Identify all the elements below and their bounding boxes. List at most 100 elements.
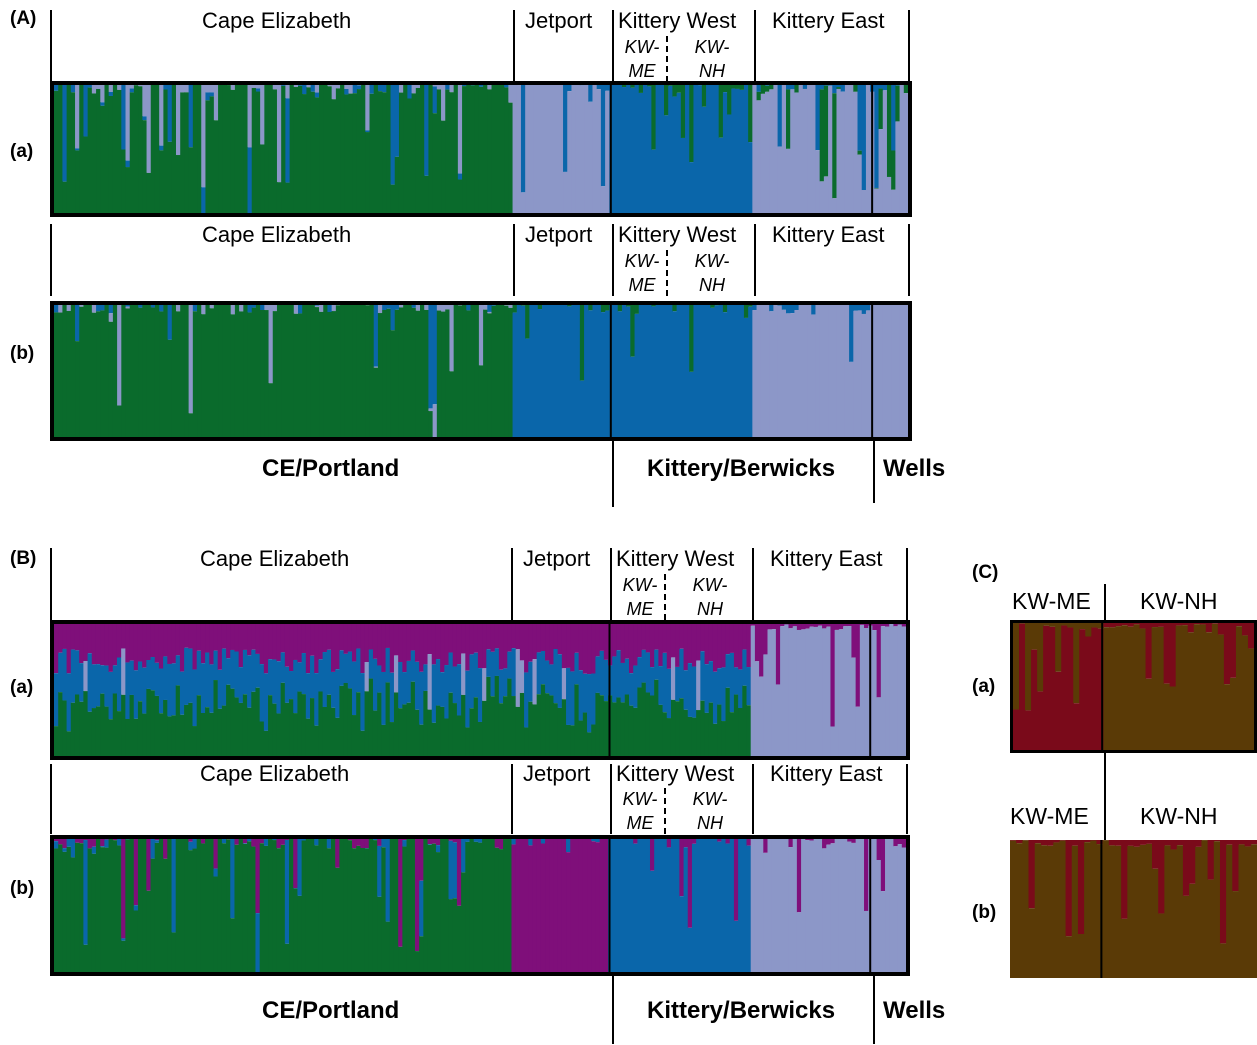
bar-segment (196, 839, 202, 972)
bar-segment (731, 88, 737, 213)
bar-segment (192, 839, 198, 849)
bar-segment (834, 839, 840, 972)
bar-segment (54, 726, 59, 756)
bar-segment (322, 706, 328, 756)
bar-segment (95, 624, 101, 665)
bar-segment (184, 647, 189, 705)
bar-segment (725, 687, 731, 756)
bar-segment (150, 657, 156, 691)
bar-segment (461, 624, 466, 654)
bar-segment (524, 727, 529, 756)
bar-segment (600, 186, 606, 213)
bar-segment (91, 305, 97, 313)
bar-segment (364, 839, 370, 849)
bar-segment (75, 150, 80, 213)
bar-segment (364, 848, 370, 972)
bar-segment (637, 624, 643, 658)
bar-segment (851, 657, 857, 756)
panel-c-label-kw-me: KW-ME (1010, 803, 1089, 829)
bar-segment (649, 695, 655, 756)
bar-segment (222, 305, 228, 437)
bar-segment (180, 305, 186, 437)
bar-segment (255, 85, 261, 89)
bar-segment (339, 685, 345, 756)
bar-segment (365, 132, 371, 213)
sub-label-kw-me: KW- ME (622, 575, 658, 619)
bar-segment (1061, 623, 1068, 626)
bar-segment (117, 85, 122, 90)
bar-segment (722, 305, 728, 313)
bar-segment (302, 94, 308, 213)
bar-segment (272, 311, 278, 437)
bar-segment (398, 662, 403, 709)
bar-segment (490, 839, 496, 972)
bar-segment (407, 85, 413, 99)
bar-segment (352, 85, 358, 94)
bar-segment (154, 662, 160, 696)
bar-segment (550, 85, 556, 213)
bar-segment (1079, 629, 1086, 750)
bar-segment (188, 648, 194, 703)
bar-segment (754, 661, 760, 756)
bar-segment (327, 86, 333, 213)
bar-segment (600, 305, 606, 313)
bar-segment (461, 694, 466, 756)
bar-segment (595, 624, 601, 657)
bar-segment (658, 704, 664, 756)
bar-segment (415, 305, 421, 311)
bar-segment (196, 650, 202, 696)
bar-segment (247, 655, 252, 708)
bar-segment (142, 624, 147, 668)
bar-segment (100, 624, 105, 666)
bar-segment (112, 665, 118, 694)
bar-segment (91, 846, 97, 854)
bar-segment (1175, 625, 1183, 750)
bar-segment (146, 890, 152, 972)
bar-segment (340, 305, 345, 437)
bar-segment (832, 85, 838, 94)
bar-segment (196, 624, 202, 651)
bar-segment (377, 839, 382, 846)
bar-segment (175, 685, 181, 756)
bar-segment (1034, 840, 1042, 844)
bar-segment (221, 705, 227, 756)
bar-segment (721, 839, 727, 972)
bar-segment (465, 624, 471, 671)
bar-segment (675, 624, 680, 667)
bar-segment (683, 670, 689, 710)
bar-segment (840, 91, 846, 213)
bar-segment (1040, 845, 1048, 978)
bar-segment (276, 839, 282, 849)
bar-segment (121, 648, 126, 695)
bar-segment (600, 85, 606, 187)
bar-segment (74, 624, 80, 651)
structure-bars (54, 85, 908, 213)
bar-segment (876, 859, 882, 972)
bar-segment (373, 366, 379, 368)
bar-segment (1223, 623, 1231, 685)
bar-segment (819, 89, 825, 182)
bar-segment (836, 87, 842, 89)
bar-segment (473, 624, 479, 653)
bar-segment (750, 625, 756, 756)
bar-segment (335, 717, 340, 756)
bar-segment (368, 624, 374, 650)
bar-segment (230, 85, 236, 90)
bar-segment (108, 313, 114, 322)
bar-segment (1040, 840, 1048, 846)
bar-segment (754, 624, 760, 662)
bar-segment (1121, 918, 1128, 978)
bar-segment (525, 305, 530, 339)
bar-segment (561, 699, 567, 756)
bar-segment (276, 305, 282, 437)
bar-segment (293, 659, 299, 714)
bar-segment (347, 688, 353, 756)
bar-segment (612, 656, 618, 703)
bar-segment (786, 148, 791, 213)
bar-segment (649, 870, 655, 972)
bar-segment (163, 624, 168, 657)
bar-segment (676, 92, 682, 213)
bar-segment (66, 310, 72, 437)
bar-segment (125, 718, 131, 756)
bar-segment (306, 305, 312, 437)
